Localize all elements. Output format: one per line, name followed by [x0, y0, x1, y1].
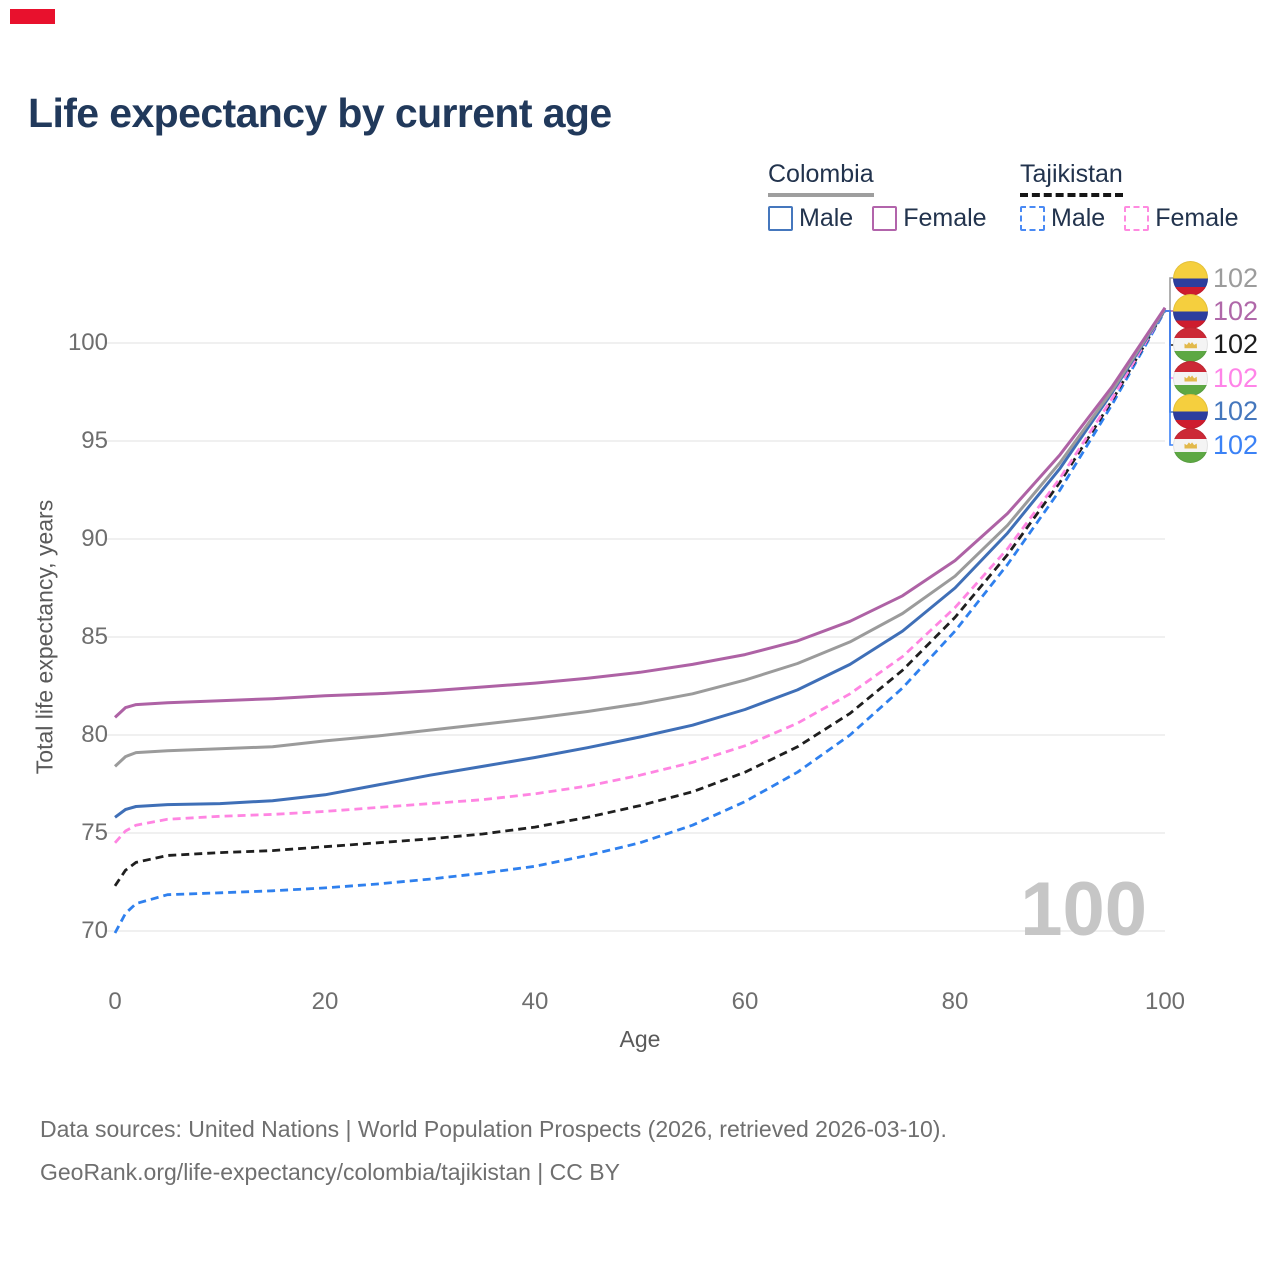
- series-end-value: 102: [1213, 396, 1259, 427]
- legend-swatch-icon: [768, 206, 793, 231]
- footer-url: GeoRank.org/life-expectancy/colombia/taj…: [40, 1158, 620, 1185]
- tajikistan-flag-icon: [1173, 427, 1208, 463]
- x-tick-20: 20: [311, 988, 339, 1015]
- age-watermark: 100: [1020, 867, 1147, 952]
- series-line-tajikistan-all: [113, 308, 1167, 887]
- series-end-value: 102: [1213, 362, 1259, 393]
- legend-group-colombia: Colombia Male Female: [768, 160, 987, 233]
- y-tick-75: 75: [81, 819, 108, 846]
- series-line-tajikistan-female: [113, 308, 1167, 844]
- tajikistan-crown-icon: [1184, 342, 1197, 349]
- end-label-tajikistan-female: 102: [1173, 360, 1259, 396]
- legend-swatch-icon: [1020, 206, 1045, 231]
- end-label-colombia-all: 102: [1173, 260, 1259, 296]
- y-tick-100: 100: [67, 329, 108, 356]
- end-label-tajikistan-male: 102: [1173, 427, 1259, 463]
- colombia-flag-icon: [1173, 260, 1208, 296]
- tajikistan-crown-icon: [1184, 375, 1197, 382]
- red-marker: [10, 9, 55, 24]
- x-tick-60: 60: [731, 988, 759, 1015]
- x-axis-title: Age: [619, 1026, 661, 1052]
- y-tick-80: 80: [81, 721, 108, 748]
- series-line-tajikistan-male: [113, 310, 1167, 934]
- legend-swatch-icon: [1124, 206, 1150, 231]
- y-tick-95: 95: [81, 427, 108, 454]
- end-label-tajikistan-all: 102: [1173, 327, 1259, 363]
- end-label-colombia-female: 102: [1173, 293, 1259, 329]
- page-title: Life expectancy by current age: [28, 90, 612, 136]
- series-line-colombia-male: [114, 308, 1167, 819]
- footer-sources: Data sources: United Nations | World Pop…: [40, 1116, 947, 1142]
- legend-group-tajikistan: Tajikistan Male Female: [1020, 160, 1239, 233]
- legend-items-colombia: Male Female: [768, 204, 987, 233]
- legend-item-colombia-male[interactable]: Male: [768, 204, 853, 233]
- legend-country-tajikistan[interactable]: Tajikistan: [1020, 160, 1123, 197]
- legend-item-tajikistan-female[interactable]: Female: [1124, 204, 1239, 233]
- legend-item-tajikistan-male[interactable]: Male: [1020, 204, 1105, 233]
- legend-item-label: Female: [1155, 204, 1239, 232]
- legend-item-label: Female: [903, 204, 987, 232]
- legend-item-label: Male: [799, 204, 854, 232]
- series-end-value: 102: [1213, 329, 1259, 360]
- series-end-value: 102: [1213, 429, 1259, 460]
- footer: Data sources: United Nations | World Pop…: [40, 1108, 947, 1193]
- x-tick-40: 40: [521, 988, 549, 1015]
- y-tick-70: 70: [81, 917, 108, 944]
- legend-item-colombia-female[interactable]: Female: [872, 204, 987, 233]
- tajikistan-flag-icon: [1173, 360, 1208, 396]
- legend-swatch-icon: [872, 206, 898, 231]
- y-tick-90: 90: [81, 525, 108, 552]
- end-label-colombia-male: 102: [1173, 394, 1259, 430]
- colombia-flag-icon: [1173, 293, 1208, 329]
- x-tick-80: 80: [941, 988, 969, 1015]
- chart-plot-area[interactable]: [0, 0, 1280, 1080]
- x-tick-100: 100: [1144, 988, 1186, 1015]
- series-end-value: 102: [1213, 262, 1259, 293]
- series-line-colombia-all: [113, 307, 1167, 768]
- series-line-colombia-female: [113, 306, 1167, 719]
- legend-items-tajikistan: Male Female: [1020, 204, 1239, 233]
- series-end-value: 102: [1213, 295, 1259, 326]
- x-tick-0: 0: [108, 988, 122, 1015]
- tajikistan-flag-icon: [1173, 327, 1208, 363]
- legend-item-label: Male: [1051, 204, 1106, 232]
- y-tick-85: 85: [81, 623, 108, 650]
- legend-country-colombia[interactable]: Colombia: [768, 160, 874, 197]
- colombia-flag-icon: [1173, 394, 1208, 430]
- tajikistan-crown-icon: [1184, 442, 1197, 449]
